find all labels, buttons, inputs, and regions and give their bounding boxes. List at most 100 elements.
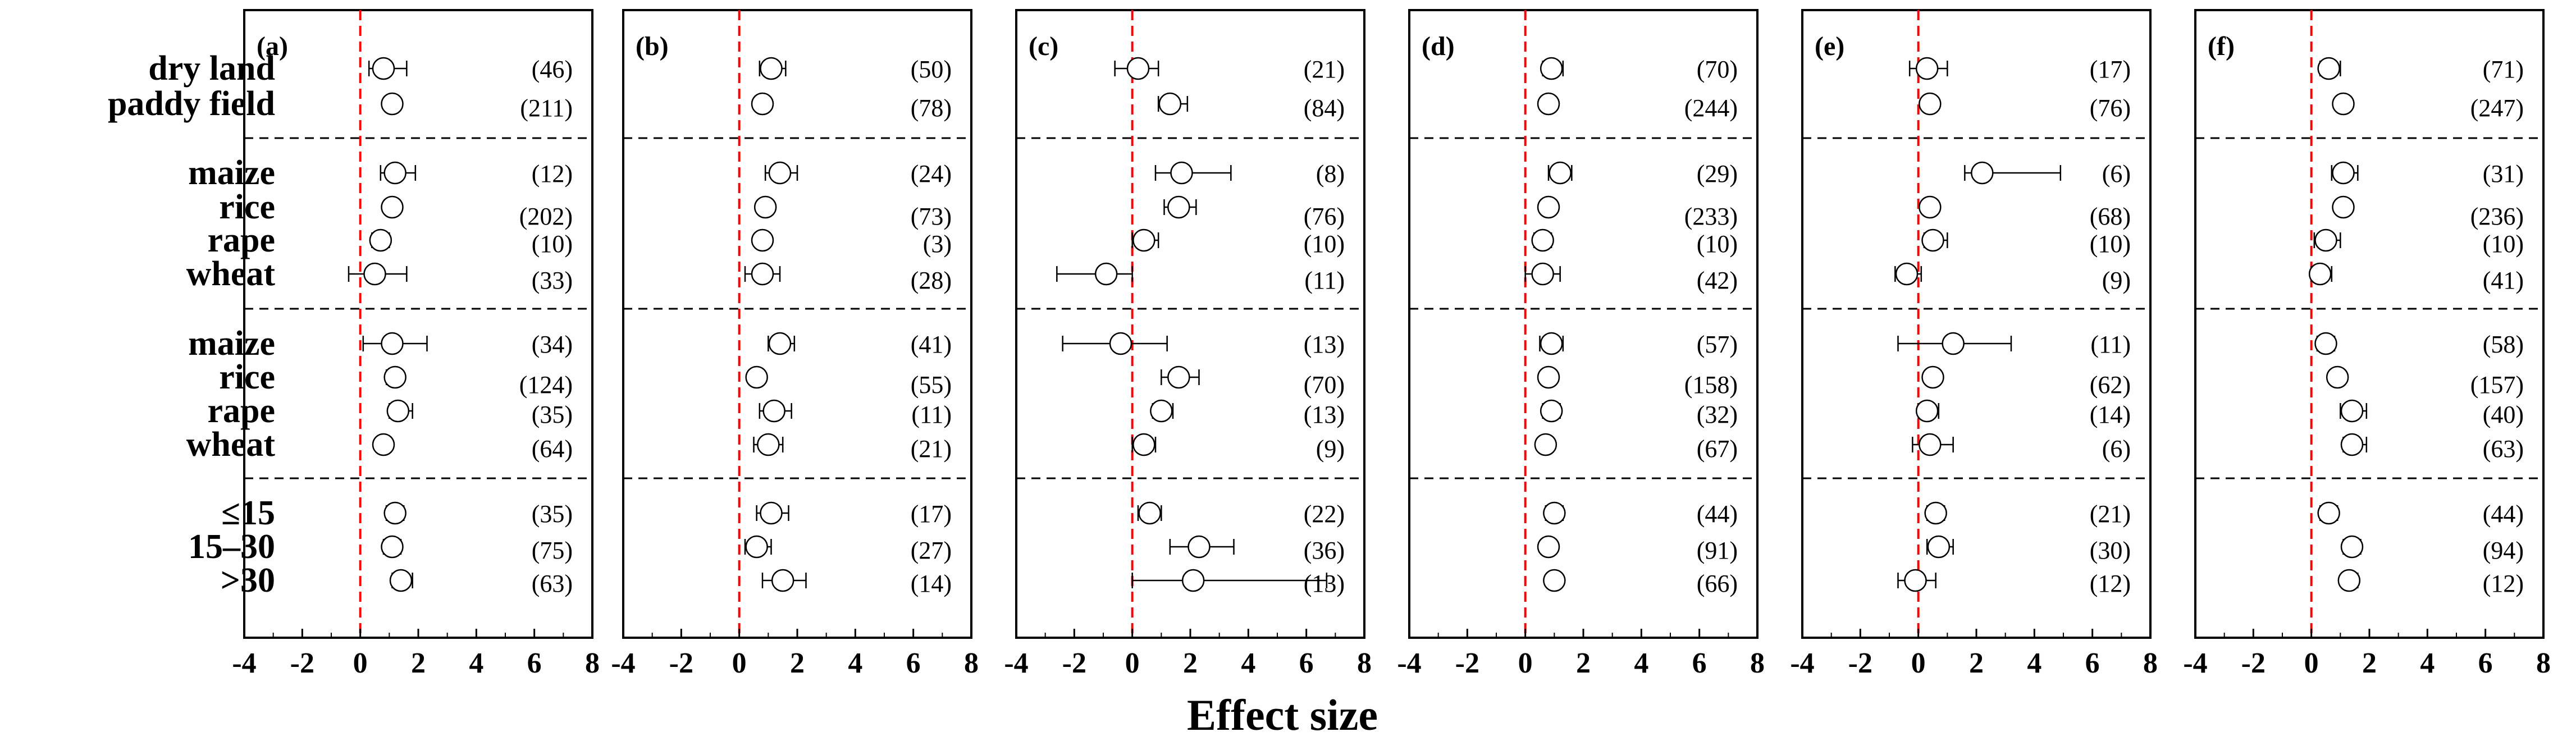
sample-size-label: (21) <box>2090 500 2131 528</box>
x-tick-label: 2 <box>1576 647 1591 679</box>
sample-size-label: (84) <box>1304 94 1345 122</box>
effect-size-point <box>751 228 774 252</box>
x-tick-label: 6 <box>2478 647 2493 679</box>
effect-size-point <box>2317 57 2340 80</box>
x-tick-label: 4 <box>848 647 862 679</box>
effect-size-point <box>1540 399 1563 423</box>
effect-size-point <box>757 433 780 456</box>
effect-size-point <box>1132 433 1155 456</box>
effect-size-point <box>1895 262 1919 286</box>
sample-size-label: (13) <box>1304 401 1345 428</box>
x-tick-label: 8 <box>2536 647 2551 679</box>
sample-size-label: (57) <box>1697 331 1738 358</box>
sample-size-label: (34) <box>532 331 573 358</box>
x-tick-label: 8 <box>1357 647 1372 679</box>
effect-size-point <box>1942 332 1965 355</box>
x-tick-label: 2 <box>411 647 426 679</box>
x-tick-label: -2 <box>1848 647 1872 679</box>
panel-label: (a) <box>257 31 288 61</box>
effect-size-point <box>363 262 386 286</box>
effect-size-point <box>2326 365 2349 389</box>
sample-size-label: (33) <box>532 267 573 294</box>
effect-size-point <box>753 195 777 219</box>
effect-size-point <box>768 332 792 355</box>
sample-size-label: (68) <box>2090 203 2131 230</box>
x-tick-label: 8 <box>964 647 979 679</box>
x-tick-label: 6 <box>906 647 921 679</box>
effect-size-point <box>2332 92 2355 116</box>
sample-size-label: (76) <box>1304 203 1345 230</box>
effect-size-point <box>1543 569 1566 592</box>
sample-size-label: (11) <box>2090 331 2131 358</box>
effect-size-point <box>383 501 407 525</box>
effect-size-point <box>1540 57 1563 80</box>
effect-size-point <box>1537 535 1560 559</box>
x-tick-label: 2 <box>790 647 805 679</box>
effect-size-point <box>1094 262 1118 286</box>
effect-size-point <box>2340 433 2364 456</box>
effect-size-point <box>1927 535 1951 559</box>
effect-size-point <box>2308 262 2332 286</box>
effect-size-point <box>2314 228 2337 252</box>
row-label: paddy field <box>108 85 275 123</box>
sample-size-label: (27) <box>911 537 952 564</box>
sample-size-label: (11) <box>1304 267 1345 294</box>
sample-size-label: (40) <box>2483 401 2524 428</box>
x-tick-label: 6 <box>1692 647 1707 679</box>
x-tick-label: -2 <box>290 647 314 679</box>
x-tick-label: 8 <box>1750 647 1765 679</box>
row-label: maize <box>188 154 275 192</box>
sample-size-label: (66) <box>1697 570 1738 597</box>
effect-size-point <box>2317 501 2340 525</box>
sample-size-label: (94) <box>2483 537 2524 564</box>
sample-size-label: (58) <box>2483 331 2524 358</box>
sample-size-label: (157) <box>2470 371 2524 399</box>
x-tick-label: 6 <box>2085 647 2100 679</box>
panel-label: (d) <box>1422 31 1455 61</box>
sample-size-label: (75) <box>532 537 573 564</box>
sample-size-label: (8) <box>1316 160 1345 188</box>
x-tick-label: 4 <box>2420 647 2435 679</box>
sample-size-label: (12) <box>2090 570 2131 597</box>
sample-size-label: (64) <box>532 435 573 463</box>
panel-label: (c) <box>1029 31 1058 61</box>
sample-size-label: (41) <box>2483 267 2524 294</box>
row-label: rape <box>207 392 275 430</box>
sample-size-label: (67) <box>1697 435 1738 463</box>
effect-size-point <box>1924 501 1947 525</box>
x-tick-label: -4 <box>1004 647 1028 679</box>
x-tick-label: 4 <box>469 647 483 679</box>
x-tick-label: 6 <box>1299 647 1314 679</box>
effect-size-point <box>762 399 785 423</box>
effect-size-point <box>1170 161 1193 185</box>
effect-size-point <box>760 501 783 525</box>
row-label: rice <box>219 358 275 396</box>
sample-size-label: (6) <box>2102 160 2131 188</box>
effect-size-point <box>1921 228 1944 252</box>
sample-size-label: (10) <box>1697 230 1738 258</box>
effect-size-point <box>1126 57 1150 80</box>
x-tick-label: -2 <box>2241 647 2266 679</box>
sample-size-label: (6) <box>2102 435 2131 463</box>
x-tick-label: -4 <box>611 647 635 679</box>
sample-size-label: (247) <box>2470 94 2524 122</box>
sample-size-label: (63) <box>532 570 573 597</box>
effect-size-point <box>1138 501 1161 525</box>
effect-size-point <box>369 228 392 252</box>
x-tick-label: 2 <box>2362 647 2377 679</box>
row-label: rice <box>219 188 275 226</box>
sample-size-label: (10) <box>2483 230 2524 258</box>
sample-size-label: (70) <box>1697 56 1738 83</box>
sample-size-label: (14) <box>911 570 952 597</box>
sample-size-label: (62) <box>2090 371 2131 399</box>
sample-size-label: (17) <box>911 500 952 528</box>
row-label: >30 <box>221 561 275 600</box>
sample-size-label: (35) <box>532 401 573 428</box>
x-tick-label: 0 <box>1911 647 1926 679</box>
row-label: dry land <box>148 49 275 88</box>
sample-size-label: (76) <box>2090 94 2131 122</box>
effect-size-point <box>383 365 407 389</box>
sample-size-label: (202) <box>519 203 573 230</box>
x-tick-label: -4 <box>2183 647 2207 679</box>
row-label: 15–30 <box>188 528 275 566</box>
